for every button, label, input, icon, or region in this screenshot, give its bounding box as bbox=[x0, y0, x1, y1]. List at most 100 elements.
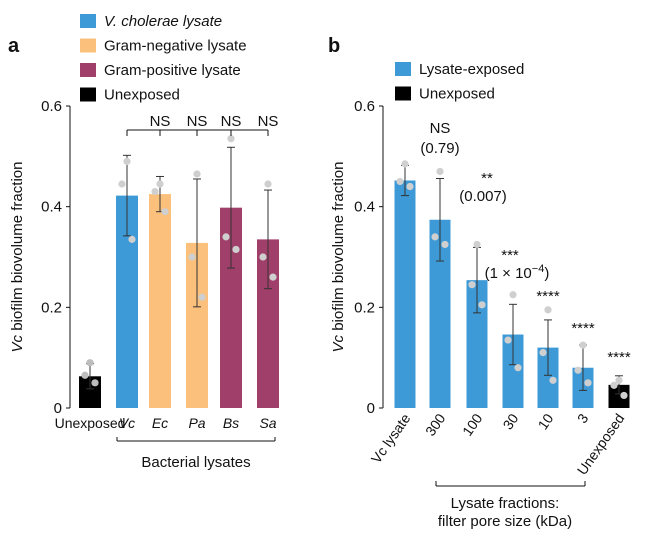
x-tick-label: Pa bbox=[188, 415, 205, 431]
panel-b-chart: Lysate-exposed Unexposed Vc biofilm biovo… bbox=[330, 61, 631, 530]
p-value-text: (0.007) bbox=[459, 188, 507, 205]
data-point bbox=[468, 281, 476, 289]
bar bbox=[429, 219, 451, 408]
data-point bbox=[441, 240, 449, 249]
legend-label: Gram-negative lysate bbox=[104, 38, 247, 55]
data-point bbox=[610, 381, 618, 389]
data-point bbox=[151, 187, 159, 196]
panel-a-legend: V. cholerae lysate Gram-negative lysate Gr… bbox=[80, 13, 247, 104]
y-label-rest: biofilm biovolume fraction bbox=[330, 162, 347, 335]
panel-a-group-label: Bacterial lysates bbox=[141, 454, 250, 471]
legend-swatch bbox=[80, 14, 96, 28]
x-tick-label: Vc lysate bbox=[368, 410, 414, 466]
bar bbox=[186, 242, 208, 408]
significance-label: **** bbox=[536, 288, 560, 305]
data-point bbox=[504, 336, 512, 344]
data-point bbox=[81, 371, 89, 379]
legend-swatch bbox=[395, 86, 411, 101]
y-tick-label: 0 bbox=[54, 400, 62, 417]
y-label-italic: Vc bbox=[9, 334, 26, 352]
significance-label: *** bbox=[501, 247, 519, 264]
p-value-text: (1 × 10 bbox=[485, 265, 532, 282]
y-tick-label: 0.6 bbox=[41, 98, 62, 115]
data-point bbox=[259, 253, 267, 261]
panel-a-chart: V. cholerae lysate Gram-negative lysate Gr… bbox=[9, 13, 279, 471]
significance-p-value: (0.79) bbox=[420, 140, 459, 157]
p-value-tail: ) bbox=[544, 265, 549, 282]
bar bbox=[116, 195, 138, 408]
data-point bbox=[161, 208, 169, 216]
y-tick-label: 0 bbox=[367, 400, 375, 417]
legend-label: Gram-positive lysate bbox=[104, 62, 241, 79]
x-tick-label: Sa bbox=[259, 415, 276, 431]
significance-label: **** bbox=[571, 320, 595, 337]
bar bbox=[537, 347, 559, 408]
panel-label-b: b bbox=[328, 35, 340, 57]
significance-label: NS bbox=[150, 113, 171, 130]
bar bbox=[149, 194, 171, 408]
data-point bbox=[156, 180, 164, 188]
panel-a-y-axis: 0 0.2 0.4 0.6 bbox=[41, 98, 71, 417]
data-point bbox=[574, 366, 582, 374]
data-point bbox=[198, 293, 206, 301]
data-point bbox=[123, 157, 131, 165]
data-point bbox=[232, 245, 240, 254]
significance-label: **** bbox=[607, 349, 631, 366]
data-point bbox=[193, 170, 201, 178]
legend-swatch bbox=[80, 63, 96, 77]
legend-swatch bbox=[80, 38, 96, 53]
significance-p-value: (0.007) bbox=[459, 188, 507, 205]
bar bbox=[502, 334, 524, 408]
x-tick-label: Unexposed bbox=[55, 415, 126, 431]
panel-b-marks: Vc lysate 300NS(0.79)100**(0.007)30***(1 … bbox=[368, 120, 631, 487]
x-tick-label: 10 bbox=[534, 410, 556, 432]
y-label-italic: Vc bbox=[330, 334, 347, 352]
data-point bbox=[514, 364, 522, 372]
significance-label: NS bbox=[187, 113, 208, 130]
data-point bbox=[549, 376, 557, 384]
data-point bbox=[620, 391, 628, 400]
data-point bbox=[269, 273, 277, 281]
significance-p-value: (1 × 10−4) bbox=[485, 263, 550, 282]
data-point bbox=[431, 233, 439, 241]
data-point bbox=[188, 253, 196, 261]
legend-label: Unexposed bbox=[104, 87, 180, 104]
x-tick-label: 30 bbox=[499, 410, 521, 432]
data-point bbox=[222, 233, 230, 241]
data-point bbox=[478, 301, 486, 309]
x-tick-label: 300 bbox=[422, 410, 449, 438]
y-tick-label: 0.6 bbox=[354, 98, 375, 115]
data-point bbox=[406, 182, 414, 191]
data-point bbox=[436, 167, 444, 176]
y-tick-label: 0.4 bbox=[354, 199, 375, 216]
data-point bbox=[401, 160, 409, 168]
legend-swatch bbox=[80, 87, 96, 102]
data-point bbox=[118, 180, 126, 188]
legend-label: Unexposed bbox=[419, 86, 495, 103]
panel-a-y-axis-label: Vc biofilm biovolume fraction bbox=[9, 162, 26, 353]
bar bbox=[257, 239, 279, 408]
p-value-exponent: −4 bbox=[532, 263, 545, 275]
data-point bbox=[544, 306, 552, 314]
x-tick-label: Bs bbox=[223, 415, 239, 431]
significance-label: ** bbox=[481, 170, 493, 187]
panel-label-a: a bbox=[8, 35, 20, 57]
data-point bbox=[91, 379, 99, 387]
data-point bbox=[584, 379, 592, 387]
bar bbox=[220, 207, 242, 408]
x-tick-label: 100 bbox=[459, 410, 486, 438]
x-tick-label: Vc bbox=[119, 415, 135, 431]
y-label-rest: biofilm biovolume fraction bbox=[9, 162, 26, 335]
panel-b-legend: Lysate-exposed Unexposed bbox=[395, 61, 524, 103]
y-tick-label: 0.2 bbox=[41, 299, 62, 316]
y-tick-label: 0.4 bbox=[41, 199, 62, 216]
legend-swatch bbox=[395, 62, 411, 76]
significance-label: NS bbox=[221, 113, 242, 130]
data-point bbox=[579, 341, 587, 349]
y-tick-label: 0.2 bbox=[354, 299, 375, 316]
data-point bbox=[473, 240, 481, 249]
panel-b-y-axis-label: Vc biofilm biovolume fraction bbox=[330, 162, 347, 353]
x-tick-label: Ec bbox=[152, 415, 168, 431]
